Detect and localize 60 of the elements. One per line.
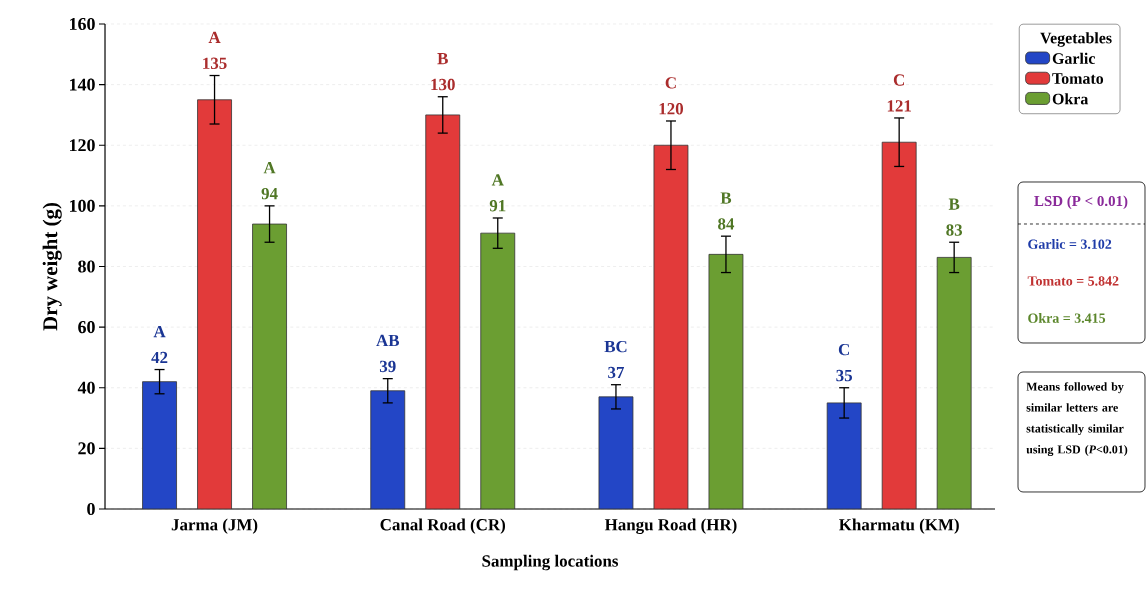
data-label: 42 xyxy=(151,351,168,364)
y-tick-label: 80 xyxy=(78,260,95,273)
y-tick-label: 60 xyxy=(78,321,95,334)
annotation: C xyxy=(893,74,904,86)
legend-label: Garlic xyxy=(1052,52,1096,64)
y-tick-label: 100 xyxy=(70,199,95,212)
x-tick-label: Jarma (JM) xyxy=(171,518,258,534)
x-tick-label: Hangu Road (HR) xyxy=(604,518,737,534)
text: LSD (P < 0.01) xyxy=(1034,195,1128,210)
annotation: C xyxy=(838,343,849,356)
bar xyxy=(881,141,917,509)
data-label: 94 xyxy=(261,187,278,200)
data-label: 121 xyxy=(887,100,911,112)
data-label: 83 xyxy=(946,224,963,236)
annotation: B xyxy=(720,192,732,204)
text: Means followed by similar letters are statistically similar using LSD (P<0.01) xyxy=(1026,382,1128,457)
bar xyxy=(197,99,232,509)
text: Okra = 3.415 xyxy=(1028,313,1106,323)
x-tick-label: Canal Road (CR) xyxy=(380,518,506,534)
legend-label: Tomato xyxy=(1052,73,1104,84)
annotation: B xyxy=(948,198,960,210)
annotation: A xyxy=(153,325,166,338)
text: Tomato = 5.842 xyxy=(1027,276,1119,286)
annotation: A xyxy=(208,31,221,43)
y-tick-label: 40 xyxy=(77,381,95,394)
data-label: 120 xyxy=(659,103,684,115)
y-tick-label: 160 xyxy=(70,17,95,31)
bar xyxy=(370,390,406,509)
annotation: AB xyxy=(376,334,400,347)
x-axis-title: Sampling locations xyxy=(482,554,619,571)
y-tick-label: 140 xyxy=(70,78,95,91)
bar xyxy=(826,402,862,509)
annotation: BC xyxy=(604,340,627,353)
data-label: 39 xyxy=(379,360,396,373)
data-label: 91 xyxy=(489,200,506,212)
bar xyxy=(480,232,516,509)
x-tick-label: Kharmatu (KM) xyxy=(839,518,959,534)
data-label: 130 xyxy=(431,78,455,91)
annotation: B xyxy=(437,53,448,65)
y-tick-label: 20 xyxy=(78,442,95,455)
data-label: 84 xyxy=(718,218,735,230)
data-label: 35 xyxy=(836,369,853,382)
bar xyxy=(142,381,177,509)
y-tick-label: 0 xyxy=(87,502,95,516)
legend-label: Okra xyxy=(1052,93,1089,105)
annotation: C xyxy=(665,77,676,89)
text: Garlic = 3.102 xyxy=(1028,239,1112,249)
bar xyxy=(598,396,634,509)
y-tick-label: 120 xyxy=(70,139,95,152)
data-label: 37 xyxy=(608,366,625,379)
bar xyxy=(252,223,287,509)
bar xyxy=(708,253,744,509)
data-label: 135 xyxy=(203,57,227,69)
annotation: A xyxy=(263,162,276,174)
y-axis-title: Dry weight (g) xyxy=(42,202,62,331)
bar xyxy=(936,256,972,509)
bar xyxy=(653,144,689,509)
bar xyxy=(425,114,461,509)
annotation: A xyxy=(491,174,504,186)
legend-title: Vegetables xyxy=(1040,32,1112,47)
